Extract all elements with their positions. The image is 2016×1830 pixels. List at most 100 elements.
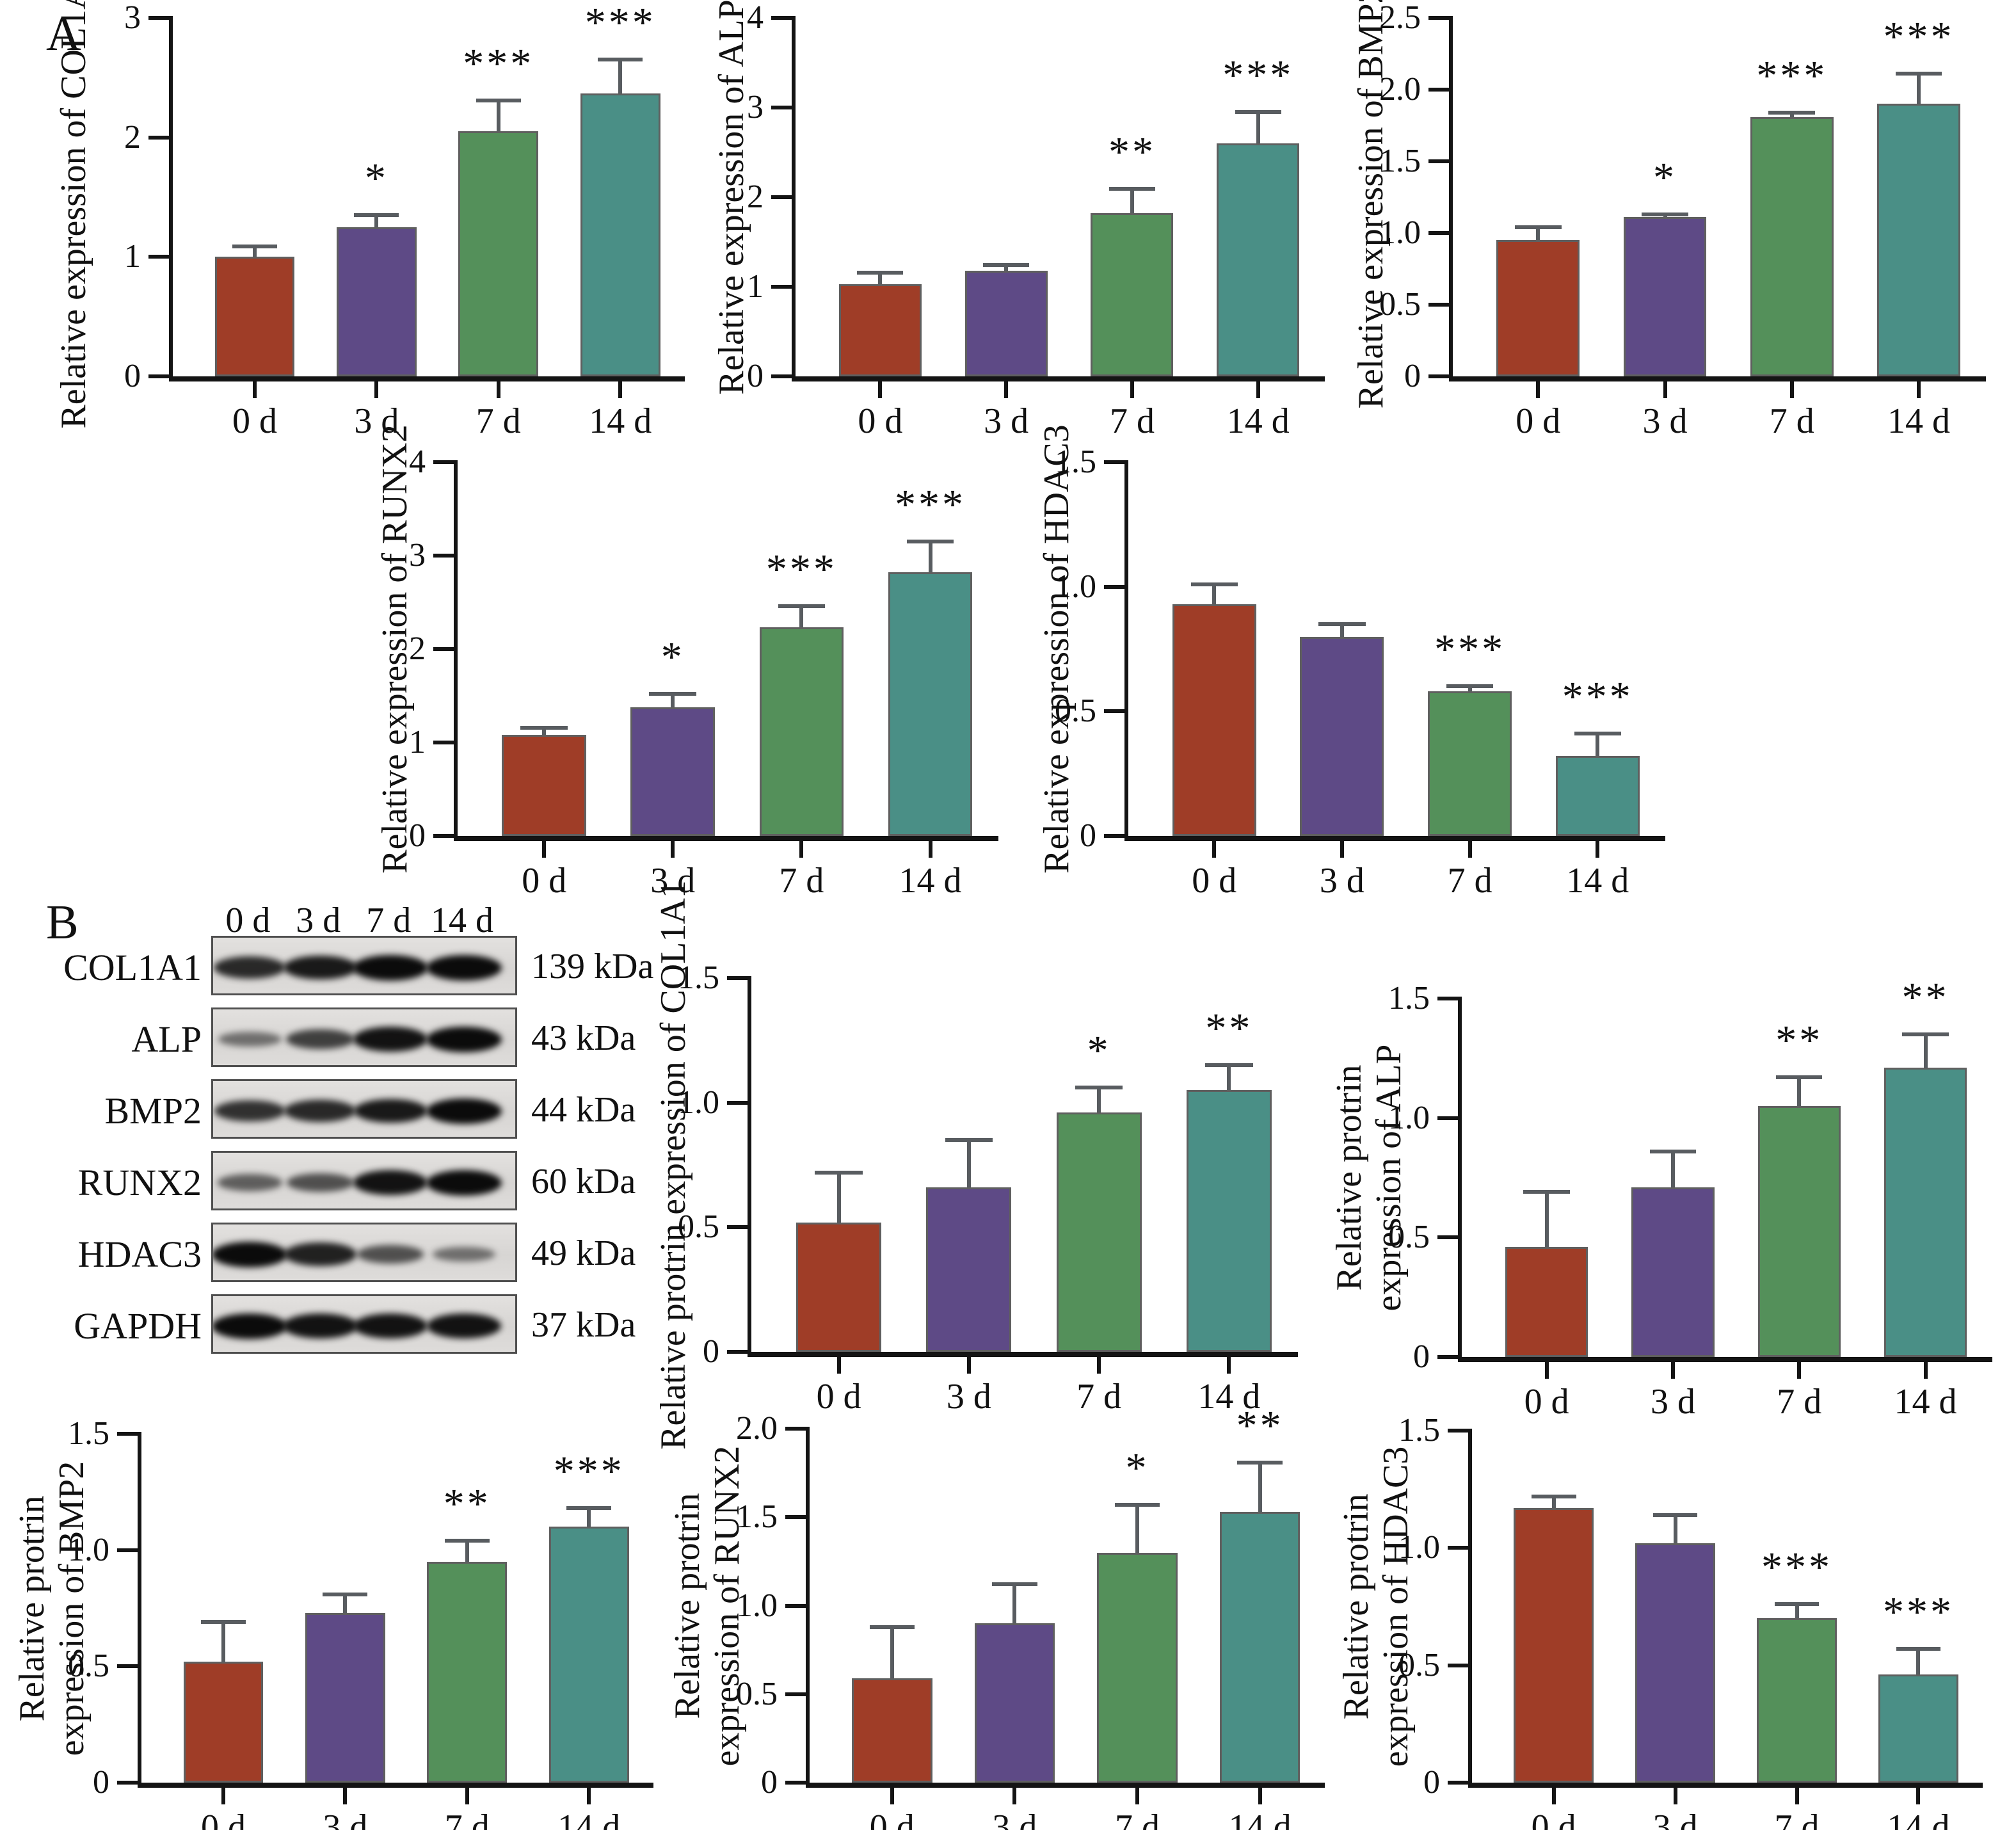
x-tick-mark (1789, 381, 1794, 398)
x-tick-label: 14 d (1226, 401, 1290, 441)
y-tick-label: 0.5 (736, 1675, 778, 1712)
significance-label: * (1653, 154, 1677, 201)
error-bar-line (1917, 74, 1921, 104)
x-tick-label: 14 d (589, 401, 652, 441)
y-tick-label: 1 (409, 724, 426, 760)
protein-band (285, 1029, 355, 1050)
x-tick-mark (1130, 381, 1134, 398)
y-axis-title: Relative protrin expression of RUNX2 (668, 1158, 747, 1830)
bar-0d (1496, 240, 1580, 376)
blot-lane-header: 7 d (366, 901, 412, 940)
error-bar-cap (1318, 622, 1366, 627)
significance-label: ** (1775, 1017, 1823, 1064)
error-bar-cap (983, 263, 1030, 268)
protein-band (214, 956, 286, 979)
x-tick-mark (253, 381, 257, 398)
bar-0d (1514, 1508, 1594, 1783)
protein-band (432, 1246, 496, 1262)
x-axis-line (1468, 1783, 1983, 1788)
y-tick-label: 3 (124, 0, 141, 36)
y-tick-mark (727, 1225, 748, 1230)
blot-protein-label: HDAC3 (77, 1233, 202, 1275)
blot-protein-label: GAPDH (74, 1305, 202, 1347)
x-tick-label: 3 d (1650, 1382, 1695, 1422)
protein-band (213, 1241, 288, 1267)
error-bar-cap (1774, 1602, 1820, 1607)
protein-band (426, 1098, 502, 1124)
y-tick-mark (1104, 460, 1124, 464)
y-tick-mark (1428, 303, 1449, 307)
x-tick-label: 7 d (1114, 1808, 1160, 1830)
error-bar-line (1012, 1584, 1017, 1624)
protein-band (426, 954, 502, 981)
y-tick-mark (1448, 1781, 1468, 1785)
y-tick-mark (785, 1692, 806, 1696)
y-tick-label: 1.5 (736, 1498, 778, 1536)
x-tick-mark (1468, 841, 1472, 858)
y-tick-mark (771, 106, 792, 109)
x-tick-mark (465, 1788, 469, 1804)
bar-0d (796, 1222, 882, 1352)
x-axis-line (748, 1352, 1298, 1357)
y-tick-label: 1.5 (1379, 143, 1421, 179)
error-bar-cap (1237, 1460, 1283, 1465)
y-tick-mark (148, 135, 169, 140)
x-tick-mark (1916, 1788, 1921, 1804)
error-bar-cap (869, 1625, 915, 1629)
error-bar-line (1135, 1504, 1139, 1553)
y-tick-label: 2 (124, 118, 141, 156)
error-bar-cap (1642, 212, 1688, 216)
bar-14d (888, 572, 973, 836)
y-tick-mark (771, 374, 792, 378)
y-tick-mark (1428, 374, 1449, 378)
bar-3d (630, 707, 716, 836)
bar-14d (1555, 756, 1640, 836)
y-axis-title: Relative protrin expression of BMP2 (12, 1160, 92, 1830)
y-tick-mark (1437, 997, 1458, 1000)
y-tick-mark (117, 1548, 138, 1552)
bar-7d (759, 627, 844, 836)
y-tick-mark (433, 554, 454, 558)
protein-band (284, 1242, 357, 1266)
y-tick-label: 1.5 (1398, 1412, 1440, 1449)
error-bar-line (799, 606, 804, 628)
x-tick-label: 14 d (557, 1808, 621, 1830)
x-axis-line (169, 376, 685, 381)
significance-label: * (660, 634, 685, 681)
y-tick-label: 0 (747, 358, 764, 394)
significance-label: *** (1222, 52, 1294, 99)
significance-label: ** (1901, 974, 1949, 1021)
error-bar-line (1256, 112, 1260, 143)
error-bar-line (253, 246, 257, 257)
x-tick-label: 7 d (1769, 401, 1814, 441)
significance-label: *** (553, 1448, 625, 1495)
error-bar-cap (598, 58, 643, 62)
x-tick-mark (221, 1788, 225, 1804)
significance-label: *** (584, 0, 656, 47)
y-tick-mark (1448, 1546, 1468, 1550)
x-tick-mark (671, 841, 675, 858)
x-tick-mark (374, 381, 379, 398)
blot-mw-label: 44 kDa (531, 1090, 636, 1130)
error-bar-line (618, 60, 623, 93)
y-axis-line (1458, 997, 1462, 1357)
x-tick-label: 14 d (1887, 1808, 1950, 1830)
protein-band (353, 1027, 428, 1052)
y-tick-mark (433, 460, 454, 464)
bar-7d (1757, 1618, 1837, 1783)
error-bar-cap (1446, 684, 1494, 689)
error-bar-cap (1235, 110, 1281, 114)
y-tick-mark (1437, 1116, 1458, 1120)
error-bar-cap (815, 1170, 863, 1175)
bar-14d (1186, 1090, 1272, 1352)
bar-7d (1056, 1112, 1142, 1352)
y-tick-mark (1104, 584, 1124, 589)
y-axis-title-line: Relative protrin (1336, 1493, 1376, 1720)
y-tick-label: 0 (124, 358, 141, 394)
error-bar-cap (520, 725, 568, 730)
y-tick-label: 1.0 (1055, 568, 1096, 605)
error-bar-line (890, 1626, 894, 1678)
y-tick-label: 0 (1423, 1764, 1440, 1801)
error-bar-line (1227, 1065, 1231, 1091)
significance-label: *** (1883, 13, 1955, 61)
